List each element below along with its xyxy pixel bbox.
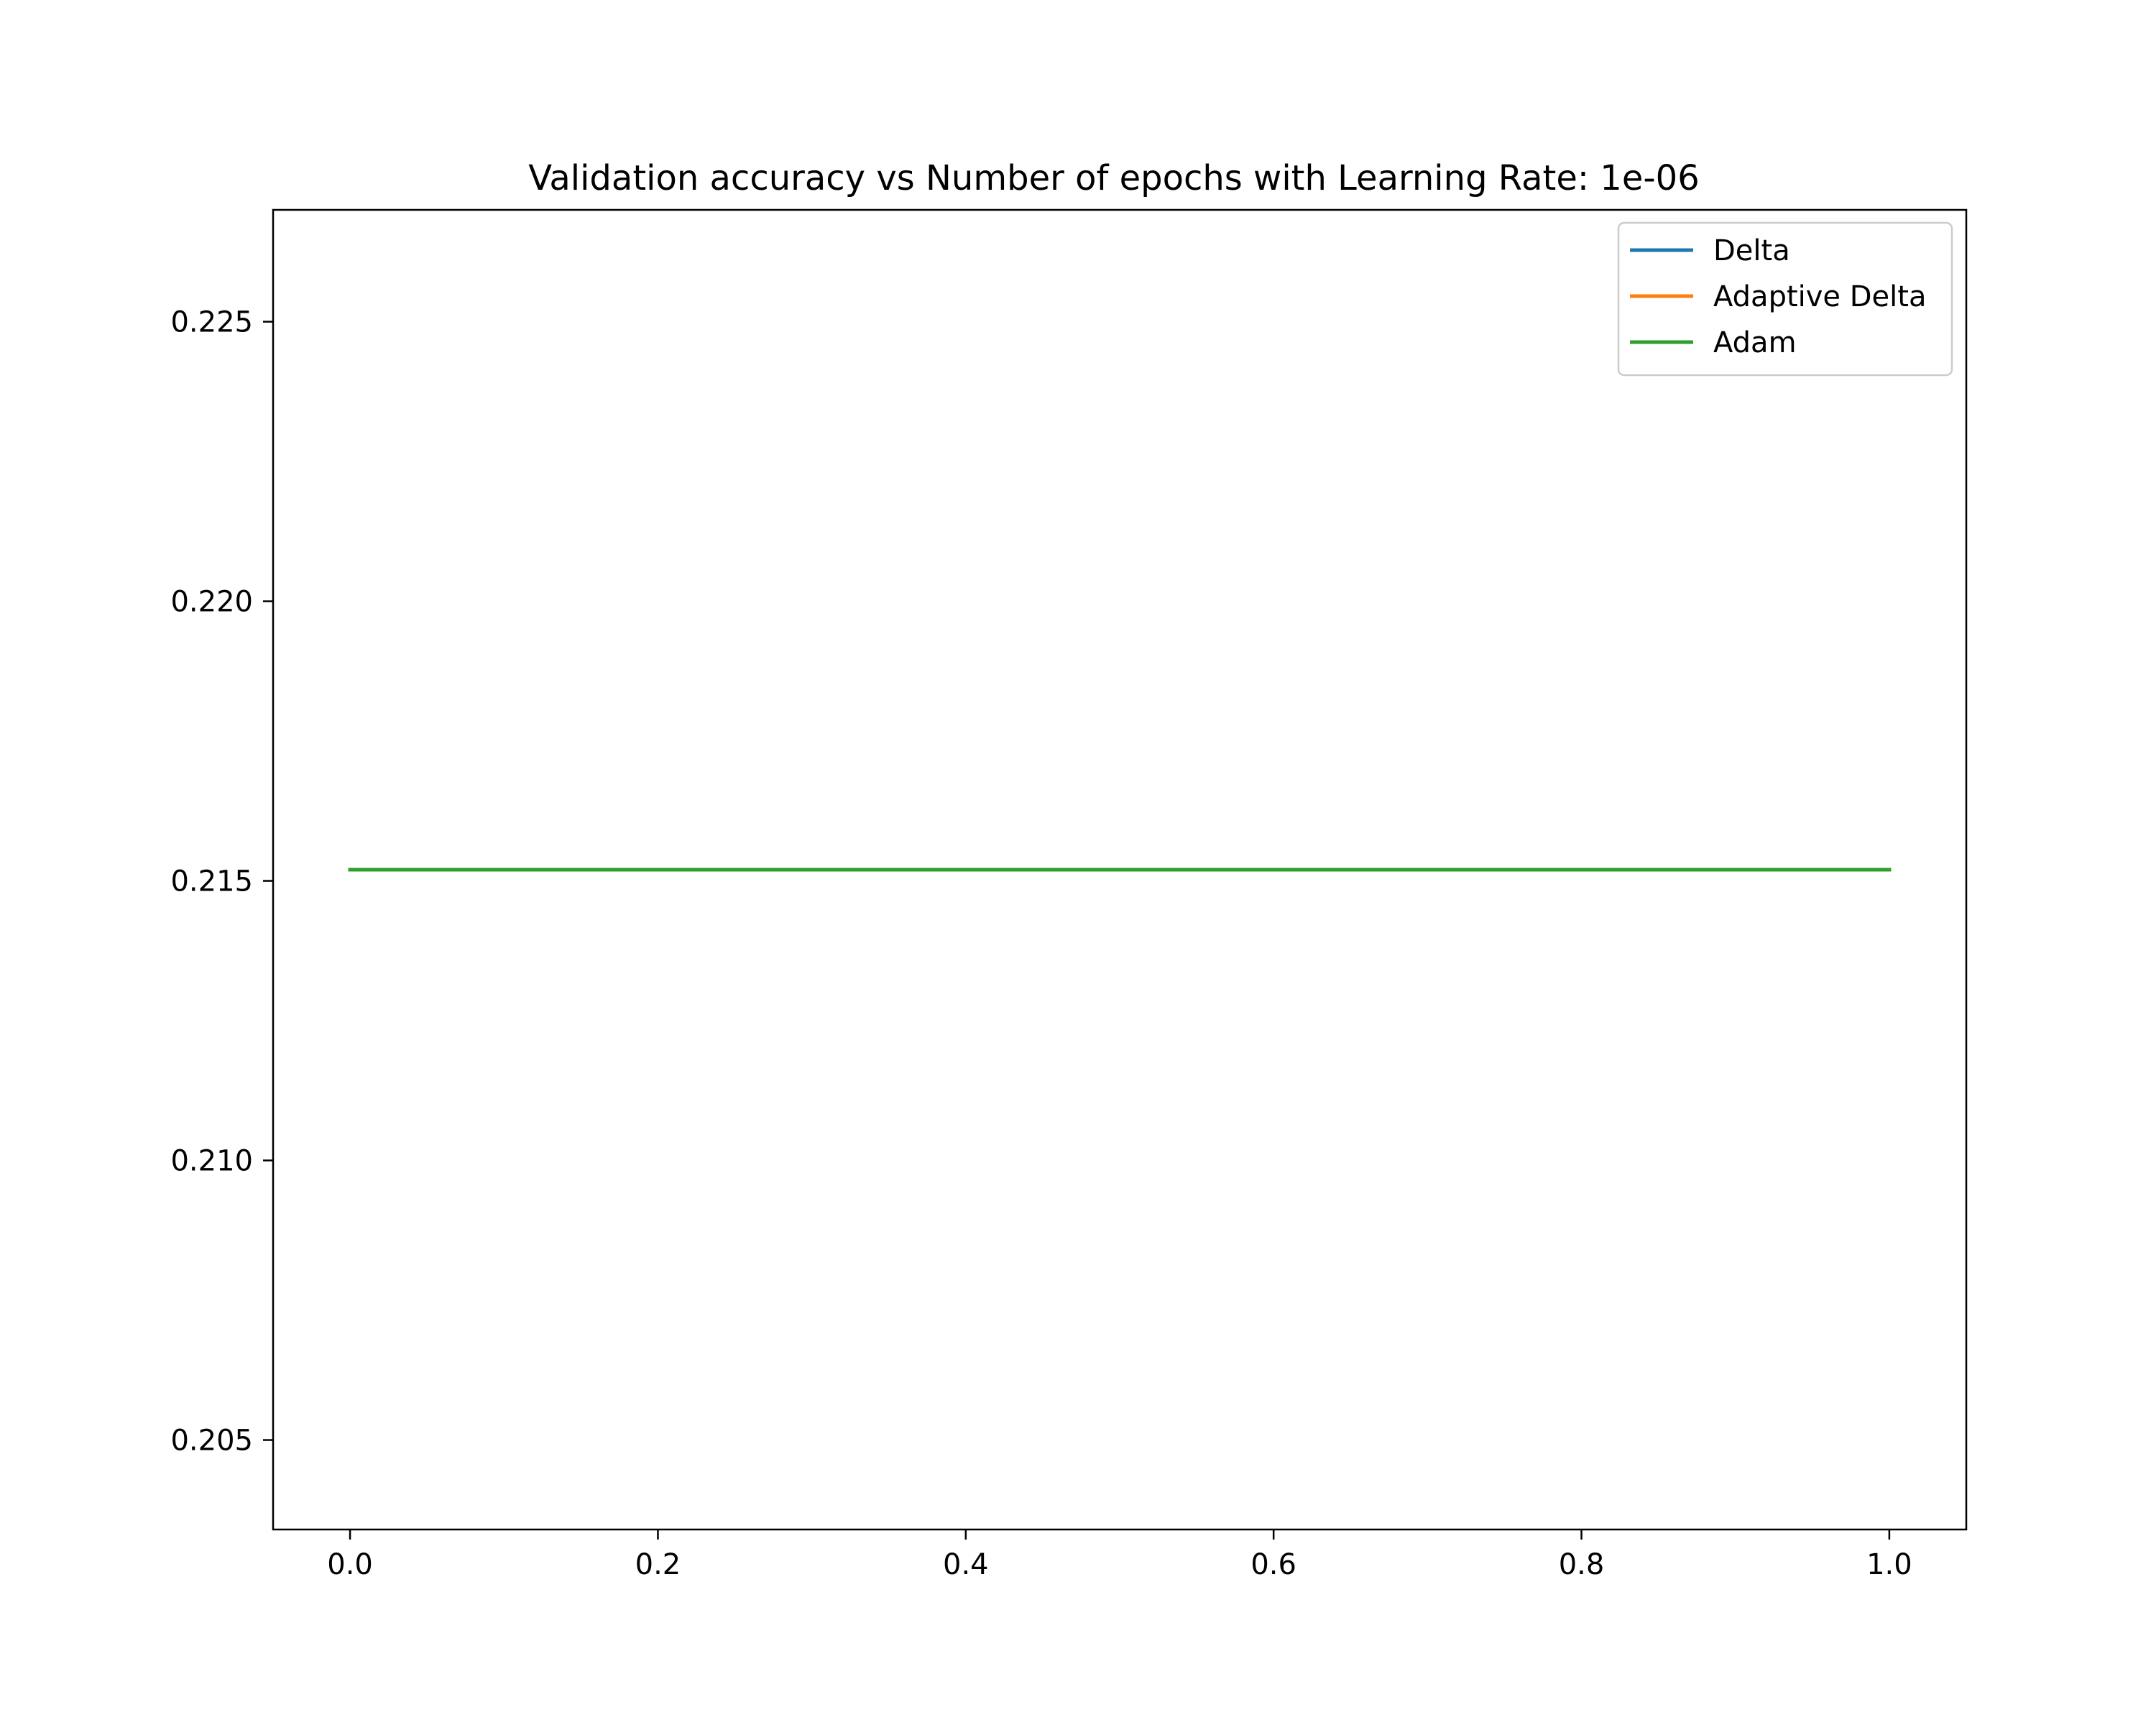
x-axis: 0.0 0.2 0.4 0.6 0.8 1.0 — [327, 1530, 1912, 1581]
y-tick-label: 0.210 — [170, 1145, 253, 1178]
plot-area-frame — [272, 208, 1968, 1531]
legend-label-0: Delta — [1713, 234, 1790, 267]
legend-label-2: Adam — [1713, 326, 1797, 359]
y-axis: 0.205 0.210 0.215 0.220 0.225 — [170, 306, 273, 1458]
legend: Delta Adaptive Delta Adam — [1617, 221, 1953, 377]
x-tick-label: 1.0 — [1866, 1548, 1912, 1581]
y-tick-label: 0.205 — [170, 1425, 253, 1458]
legend-box — [1617, 221, 1953, 377]
x-tick-label: 0.4 — [943, 1548, 989, 1581]
y-tick-label: 0.220 — [170, 586, 253, 619]
x-tick-label: 0.6 — [1250, 1548, 1296, 1581]
legend-label-1: Adaptive Delta — [1713, 280, 1926, 313]
x-tick-label: 0.0 — [327, 1548, 373, 1581]
y-tick-label: 0.215 — [170, 865, 253, 898]
x-tick-label: 0.8 — [1559, 1548, 1605, 1581]
y-tick-label: 0.225 — [170, 306, 253, 339]
x-tick-label: 0.2 — [635, 1548, 681, 1581]
chart-title: Validation accuracy vs Number of epochs … — [528, 158, 1700, 198]
